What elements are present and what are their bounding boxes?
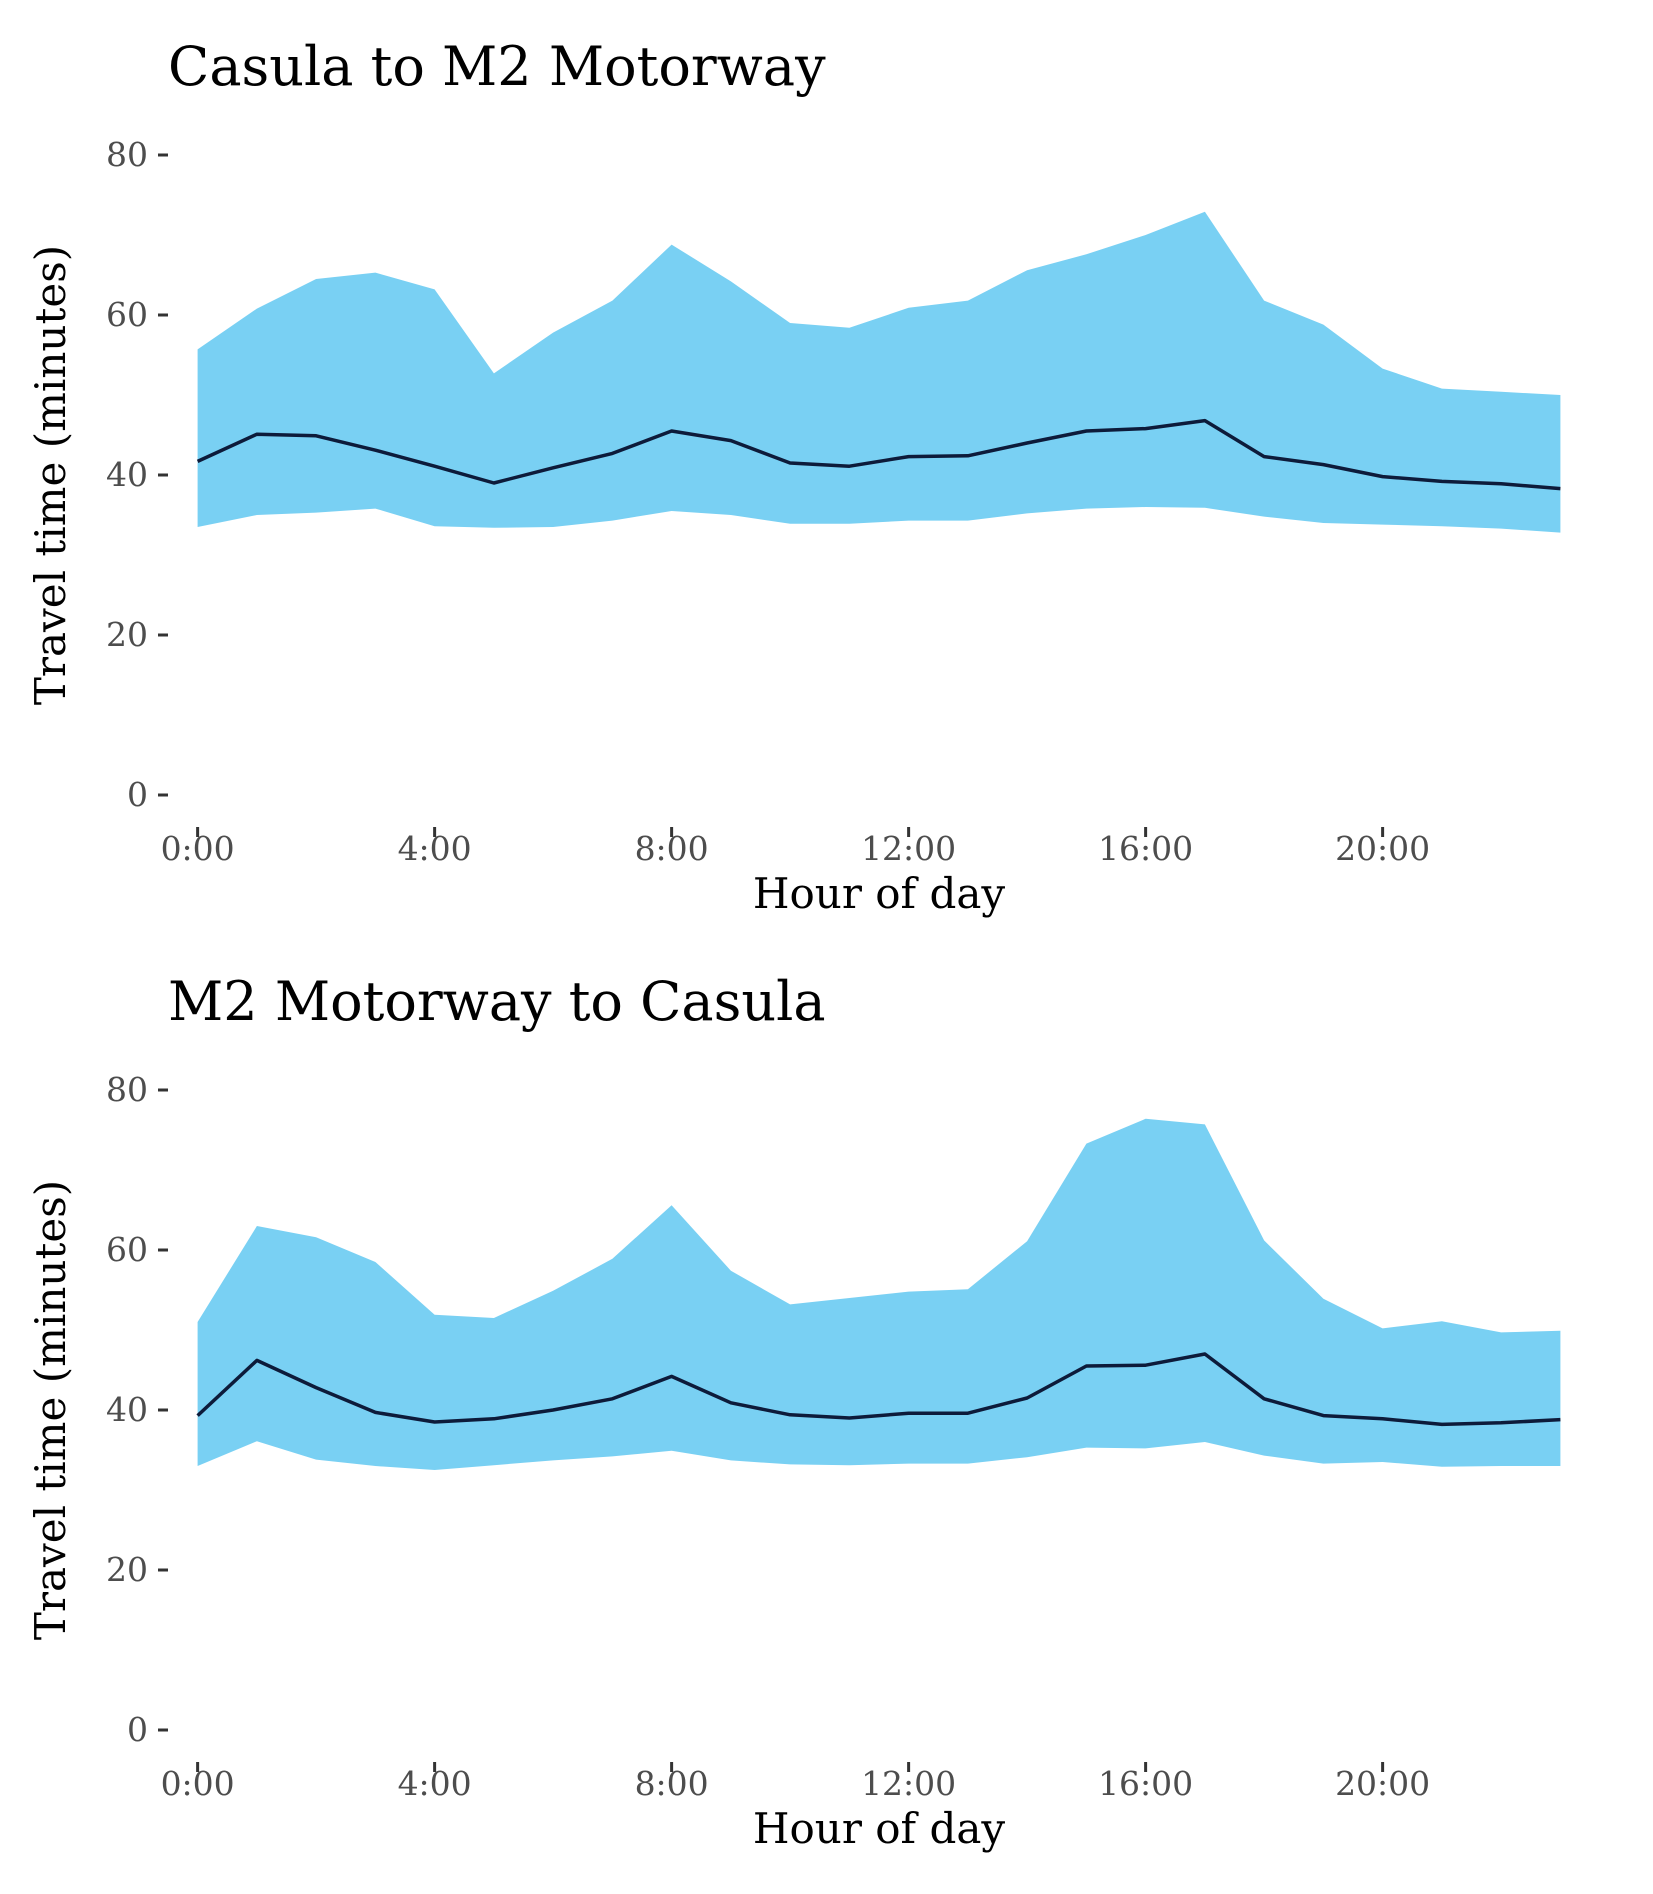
- y-tick-label: 0: [127, 775, 148, 814]
- median-travel-time-line: [196, 418, 1561, 491]
- x-tick-label: 8:00: [635, 829, 709, 868]
- y-axis-title: Travel time (minutes): [26, 245, 75, 705]
- x-tick-label: 4:00: [398, 829, 472, 868]
- chart-panel-2: M2 Motorway to Casula 0 20 40 60 80 0:00 4:00 8:…: [26, 970, 1561, 1853]
- x-tick-label: 12:00: [861, 829, 956, 868]
- x-tick-label: 16:00: [1098, 829, 1193, 868]
- travel-time-range-band: [197, 211, 1561, 533]
- x-tick-label: 12:00: [861, 1764, 956, 1803]
- travel-time-range-band: [197, 1118, 1561, 1470]
- chart-panel-1: Casula to M2 Motorway 0 20 40 60 80 0:00 4:00 8:…: [26, 35, 1561, 918]
- y-tick-label: 80: [106, 1070, 148, 1109]
- x-tick-label: 16:00: [1098, 1764, 1193, 1803]
- y-tick-label: 80: [106, 135, 148, 174]
- y-tick-label: 20: [106, 1550, 148, 1589]
- chart-title: M2 Motorway to Casula: [168, 970, 826, 1033]
- x-tick-label: 4:00: [398, 1764, 472, 1803]
- x-tick-label: 20:00: [1335, 1764, 1430, 1803]
- y-tick-label: 20: [106, 615, 148, 654]
- x-tick-label: 0:00: [161, 1764, 235, 1803]
- x-tick-label: 20:00: [1335, 829, 1430, 868]
- y-tick-label: 60: [106, 1230, 148, 1269]
- x-axis-title: Hour of day: [753, 869, 1005, 918]
- y-tick-label: 40: [106, 455, 148, 494]
- x-tick-label: 8:00: [635, 1764, 709, 1803]
- y-axis-title: Travel time (minutes): [26, 1180, 75, 1640]
- y-tick-label: 40: [106, 1390, 148, 1429]
- x-axis-title: Hour of day: [753, 1804, 1005, 1853]
- y-tick-label: 60: [106, 295, 148, 334]
- chart-title: Casula to M2 Motorway: [168, 35, 826, 98]
- x-tick-label: 0:00: [161, 829, 235, 868]
- y-tick-label: 0: [127, 1710, 148, 1749]
- median-travel-time-line: [196, 1352, 1561, 1427]
